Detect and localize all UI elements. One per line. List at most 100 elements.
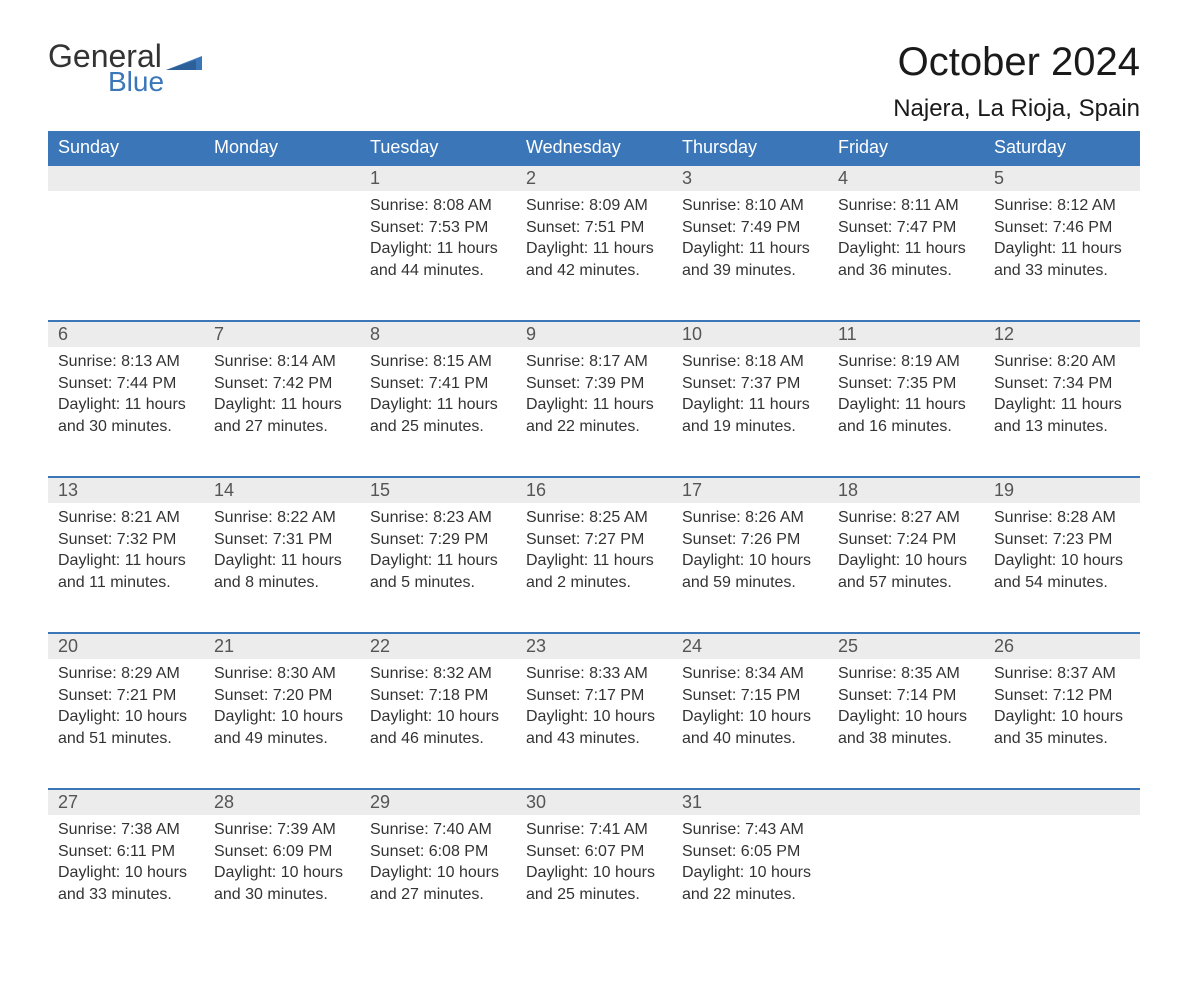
day-number-cell: 12: [984, 321, 1140, 347]
sunrise-line: Sunrise: 8:35 AM: [838, 663, 974, 685]
day-number-cell: 29: [360, 789, 516, 815]
day-number: 8: [370, 324, 380, 344]
sunrise-line: Sunrise: 8:28 AM: [994, 507, 1130, 529]
weekday-header: Monday: [204, 131, 360, 165]
sunset-line: Sunset: 7:26 PM: [682, 529, 818, 551]
sunrise-line: Sunrise: 7:43 AM: [682, 819, 818, 841]
day-number-row: 20212223242526: [48, 633, 1140, 659]
daylight-line: Daylight: 11 hours and 42 minutes.: [526, 238, 662, 281]
sunset-line: Sunset: 7:42 PM: [214, 373, 350, 395]
sunrise-line: Sunrise: 8:23 AM: [370, 507, 506, 529]
day-body-cell: Sunrise: 8:11 AMSunset: 7:47 PMDaylight:…: [828, 191, 984, 321]
sunset-line: Sunset: 7:39 PM: [526, 373, 662, 395]
day-number-cell: 2: [516, 165, 672, 191]
day-number-cell: 26: [984, 633, 1140, 659]
day-number-cell: 31: [672, 789, 828, 815]
sunrise-line: Sunrise: 8:09 AM: [526, 195, 662, 217]
sunrise-line: Sunrise: 8:08 AM: [370, 195, 506, 217]
day-number-cell: 14: [204, 477, 360, 503]
day-number: 14: [214, 480, 234, 500]
weekday-header: Sunday: [48, 131, 204, 165]
sunset-line: Sunset: 7:35 PM: [838, 373, 974, 395]
daylight-line: Daylight: 11 hours and 33 minutes.: [994, 238, 1130, 281]
day-body-cell: Sunrise: 8:17 AMSunset: 7:39 PMDaylight:…: [516, 347, 672, 477]
day-body-cell: Sunrise: 8:19 AMSunset: 7:35 PMDaylight:…: [828, 347, 984, 477]
day-number: 4: [838, 168, 848, 188]
day-body-cell: [984, 815, 1140, 945]
daylight-line: Daylight: 10 hours and 57 minutes.: [838, 550, 974, 593]
daylight-line: Daylight: 10 hours and 51 minutes.: [58, 706, 194, 749]
sunrise-line: Sunrise: 8:34 AM: [682, 663, 818, 685]
day-number: 15: [370, 480, 390, 500]
day-number: 18: [838, 480, 858, 500]
sunrise-line: Sunrise: 8:17 AM: [526, 351, 662, 373]
sunset-line: Sunset: 7:23 PM: [994, 529, 1130, 551]
day-number-cell: 7: [204, 321, 360, 347]
day-number: 17: [682, 480, 702, 500]
daylight-line: Daylight: 11 hours and 8 minutes.: [214, 550, 350, 593]
sunset-line: Sunset: 6:09 PM: [214, 841, 350, 863]
day-number: 6: [58, 324, 68, 344]
day-body-cell: Sunrise: 8:21 AMSunset: 7:32 PMDaylight:…: [48, 503, 204, 633]
daylight-line: Daylight: 11 hours and 22 minutes.: [526, 394, 662, 437]
day-number: 27: [58, 792, 78, 812]
sunset-line: Sunset: 7:20 PM: [214, 685, 350, 707]
day-number: 12: [994, 324, 1014, 344]
day-number-cell: [204, 165, 360, 191]
day-number-cell: 19: [984, 477, 1140, 503]
day-number-row: 1 234 5: [48, 165, 1140, 191]
day-number: 1: [370, 168, 380, 188]
day-body-row: Sunrise: 8:08 AMSunset: 7:53 PMDaylight:…: [48, 191, 1140, 321]
sunrise-line: Sunrise: 8:27 AM: [838, 507, 974, 529]
day-number: 19: [994, 480, 1014, 500]
day-body-cell: Sunrise: 8:25 AMSunset: 7:27 PMDaylight:…: [516, 503, 672, 633]
day-number-cell: 11: [828, 321, 984, 347]
sunset-line: Sunset: 6:11 PM: [58, 841, 194, 863]
day-number-cell: 6: [48, 321, 204, 347]
sunset-line: Sunset: 6:05 PM: [682, 841, 818, 863]
sunrise-line: Sunrise: 8:20 AM: [994, 351, 1130, 373]
flag-icon: [166, 48, 202, 70]
day-number: 30: [526, 792, 546, 812]
day-number-row: 6789101112: [48, 321, 1140, 347]
daylight-line: Daylight: 11 hours and 11 minutes.: [58, 550, 194, 593]
daylight-line: Daylight: 10 hours and 22 minutes.: [682, 862, 818, 905]
day-body-cell: Sunrise: 8:23 AMSunset: 7:29 PMDaylight:…: [360, 503, 516, 633]
day-body-cell: Sunrise: 8:20 AMSunset: 7:34 PMDaylight:…: [984, 347, 1140, 477]
day-body-cell: Sunrise: 7:43 AMSunset: 6:05 PMDaylight:…: [672, 815, 828, 945]
daylight-line: Daylight: 10 hours and 43 minutes.: [526, 706, 662, 749]
weekday-header: Friday: [828, 131, 984, 165]
page-title: October 2024: [893, 40, 1140, 85]
sunrise-line: Sunrise: 7:41 AM: [526, 819, 662, 841]
daylight-line: Daylight: 10 hours and 49 minutes.: [214, 706, 350, 749]
daylight-line: Daylight: 11 hours and 27 minutes.: [214, 394, 350, 437]
sunrise-line: Sunrise: 7:40 AM: [370, 819, 506, 841]
day-number-cell: 5: [984, 165, 1140, 191]
day-number-cell: 28: [204, 789, 360, 815]
day-body-cell: Sunrise: 8:35 AMSunset: 7:14 PMDaylight:…: [828, 659, 984, 789]
day-number-row: 13141516171819: [48, 477, 1140, 503]
daylight-line: Daylight: 10 hours and 25 minutes.: [526, 862, 662, 905]
day-number-cell: 23: [516, 633, 672, 659]
day-number-cell: 9: [516, 321, 672, 347]
weekday-header: Thursday: [672, 131, 828, 165]
daylight-line: Daylight: 10 hours and 59 minutes.: [682, 550, 818, 593]
day-number-cell: 3: [672, 165, 828, 191]
day-number: 7: [214, 324, 224, 344]
weekday-header: Saturday: [984, 131, 1140, 165]
sunset-line: Sunset: 7:51 PM: [526, 217, 662, 239]
day-number-row: 27 2829 30 31: [48, 789, 1140, 815]
sunset-line: Sunset: 6:07 PM: [526, 841, 662, 863]
sunset-line: Sunset: 7:17 PM: [526, 685, 662, 707]
daylight-line: Daylight: 10 hours and 38 minutes.: [838, 706, 974, 749]
sunrise-line: Sunrise: 8:15 AM: [370, 351, 506, 373]
sunrise-line: Sunrise: 8:37 AM: [994, 663, 1130, 685]
sunset-line: Sunset: 7:15 PM: [682, 685, 818, 707]
day-number-cell: 18: [828, 477, 984, 503]
day-number: 26: [994, 636, 1014, 656]
sunset-line: Sunset: 7:47 PM: [838, 217, 974, 239]
day-number-cell: 4: [828, 165, 984, 191]
day-number: 20: [58, 636, 78, 656]
sunset-line: Sunset: 7:24 PM: [838, 529, 974, 551]
sunrise-line: Sunrise: 8:29 AM: [58, 663, 194, 685]
